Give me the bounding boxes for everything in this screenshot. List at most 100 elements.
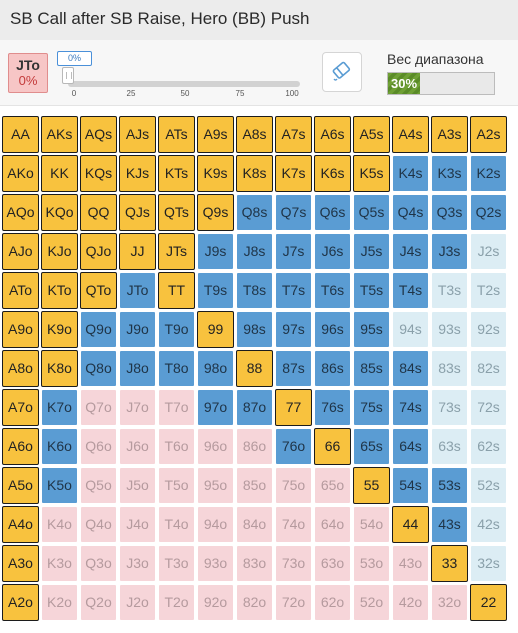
hand-cell-82o[interactable]: 82o bbox=[236, 584, 273, 621]
hand-cell-Q6o[interactable]: Q6o bbox=[80, 428, 117, 465]
hand-cell-T4s[interactable]: T4s bbox=[392, 272, 429, 309]
hand-cell-Q8o[interactable]: Q8o bbox=[80, 350, 117, 387]
hand-cell-95o[interactable]: 95o bbox=[197, 467, 234, 504]
hand-cell-42o[interactable]: 42o bbox=[392, 584, 429, 621]
hand-cell-63s[interactable]: 63s bbox=[431, 428, 468, 465]
hand-cell-64o[interactable]: 64o bbox=[314, 506, 351, 543]
hand-cell-42s[interactable]: 42s bbox=[470, 506, 507, 543]
hand-cell-87s[interactable]: 87s bbox=[275, 350, 312, 387]
frequency-slider-handle[interactable] bbox=[62, 67, 74, 84]
hand-cell-43s[interactable]: 43s bbox=[431, 506, 468, 543]
hand-cell-A8o[interactable]: A8o bbox=[2, 350, 39, 387]
hand-cell-J2o[interactable]: J2o bbox=[119, 584, 156, 621]
hand-cell-54s[interactable]: 54s bbox=[392, 467, 429, 504]
hand-cell-99[interactable]: 99 bbox=[197, 311, 234, 348]
hand-cell-Q3s[interactable]: Q3s bbox=[431, 194, 468, 231]
hand-cell-T4o[interactable]: T4o bbox=[158, 506, 195, 543]
hand-cell-Q5o[interactable]: Q5o bbox=[80, 467, 117, 504]
hand-cell-73o[interactable]: 73o bbox=[275, 545, 312, 582]
hand-cell-96o[interactable]: 96o bbox=[197, 428, 234, 465]
hand-cell-43o[interactable]: 43o bbox=[392, 545, 429, 582]
hand-cell-77[interactable]: 77 bbox=[275, 389, 312, 426]
hand-cell-44[interactable]: 44 bbox=[392, 506, 429, 543]
hand-cell-K7s[interactable]: K7s bbox=[275, 155, 312, 192]
hand-cell-97s[interactable]: 97s bbox=[275, 311, 312, 348]
hand-cell-AQo[interactable]: AQo bbox=[2, 194, 39, 231]
selected-hand-box[interactable]: JTo 0% bbox=[8, 53, 48, 93]
hand-cell-63o[interactable]: 63o bbox=[314, 545, 351, 582]
hand-cell-A2o[interactable]: A2o bbox=[2, 584, 39, 621]
hand-cell-Q4o[interactable]: Q4o bbox=[80, 506, 117, 543]
hand-cell-AKo[interactable]: AKo bbox=[2, 155, 39, 192]
hand-cell-54o[interactable]: 54o bbox=[353, 506, 390, 543]
hand-cell-72o[interactable]: 72o bbox=[275, 584, 312, 621]
hand-cell-A8s[interactable]: A8s bbox=[236, 116, 273, 153]
hand-cell-K9s[interactable]: K9s bbox=[197, 155, 234, 192]
hand-cell-84s[interactable]: 84s bbox=[392, 350, 429, 387]
hand-cell-JTs[interactable]: JTs bbox=[158, 233, 195, 270]
hand-cell-T8o[interactable]: T8o bbox=[158, 350, 195, 387]
hand-cell-86o[interactable]: 86o bbox=[236, 428, 273, 465]
hand-cell-52o[interactable]: 52o bbox=[353, 584, 390, 621]
hand-cell-65o[interactable]: 65o bbox=[314, 467, 351, 504]
hand-cell-AQs[interactable]: AQs bbox=[80, 116, 117, 153]
hand-cell-J8s[interactable]: J8s bbox=[236, 233, 273, 270]
hand-cell-J2s[interactable]: J2s bbox=[470, 233, 507, 270]
hand-cell-J5s[interactable]: J5s bbox=[353, 233, 390, 270]
hand-cell-Q7o[interactable]: Q7o bbox=[80, 389, 117, 426]
hand-cell-J7s[interactable]: J7s bbox=[275, 233, 312, 270]
hand-cell-33[interactable]: 33 bbox=[431, 545, 468, 582]
hand-cell-T5o[interactable]: T5o bbox=[158, 467, 195, 504]
hand-cell-K4s[interactable]: K4s bbox=[392, 155, 429, 192]
hand-cell-J5o[interactable]: J5o bbox=[119, 467, 156, 504]
hand-cell-83o[interactable]: 83o bbox=[236, 545, 273, 582]
hand-cell-64s[interactable]: 64s bbox=[392, 428, 429, 465]
hand-cell-KJo[interactable]: KJo bbox=[41, 233, 78, 270]
hand-cell-92s[interactable]: 92s bbox=[470, 311, 507, 348]
hand-cell-T7s[interactable]: T7s bbox=[275, 272, 312, 309]
hand-cell-T5s[interactable]: T5s bbox=[353, 272, 390, 309]
hand-cell-K6o[interactable]: K6o bbox=[41, 428, 78, 465]
hand-cell-93o[interactable]: 93o bbox=[197, 545, 234, 582]
hand-cell-AJo[interactable]: AJo bbox=[2, 233, 39, 270]
hand-cell-ATo[interactable]: ATo bbox=[2, 272, 39, 309]
eraser-button[interactable] bbox=[322, 52, 362, 92]
hand-cell-73s[interactable]: 73s bbox=[431, 389, 468, 426]
hand-cell-94s[interactable]: 94s bbox=[392, 311, 429, 348]
hand-cell-74s[interactable]: 74s bbox=[392, 389, 429, 426]
frequency-slider-track[interactable] bbox=[68, 81, 300, 87]
hand-cell-96s[interactable]: 96s bbox=[314, 311, 351, 348]
hand-cell-A5o[interactable]: A5o bbox=[2, 467, 39, 504]
hand-cell-32o[interactable]: 32o bbox=[431, 584, 468, 621]
hand-cell-KTo[interactable]: KTo bbox=[41, 272, 78, 309]
hand-cell-J9s[interactable]: J9s bbox=[197, 233, 234, 270]
hand-cell-A9o[interactable]: A9o bbox=[2, 311, 39, 348]
hand-cell-QTs[interactable]: QTs bbox=[158, 194, 195, 231]
hand-cell-A3s[interactable]: A3s bbox=[431, 116, 468, 153]
hand-cell-JTo[interactable]: JTo bbox=[119, 272, 156, 309]
hand-cell-KJs[interactable]: KJs bbox=[119, 155, 156, 192]
hand-cell-53s[interactable]: 53s bbox=[431, 467, 468, 504]
hand-cell-KK[interactable]: KK bbox=[41, 155, 78, 192]
hand-cell-94o[interactable]: 94o bbox=[197, 506, 234, 543]
hand-cell-QJs[interactable]: QJs bbox=[119, 194, 156, 231]
hand-cell-J8o[interactable]: J8o bbox=[119, 350, 156, 387]
hand-cell-88[interactable]: 88 bbox=[236, 350, 273, 387]
hand-cell-J6o[interactable]: J6o bbox=[119, 428, 156, 465]
hand-cell-K4o[interactable]: K4o bbox=[41, 506, 78, 543]
hand-cell-J4s[interactable]: J4s bbox=[392, 233, 429, 270]
hand-cell-T6s[interactable]: T6s bbox=[314, 272, 351, 309]
hand-cell-K8s[interactable]: K8s bbox=[236, 155, 273, 192]
hand-cell-A9s[interactable]: A9s bbox=[197, 116, 234, 153]
hand-cell-75o[interactable]: 75o bbox=[275, 467, 312, 504]
hand-cell-J6s[interactable]: J6s bbox=[314, 233, 351, 270]
hand-cell-TT[interactable]: TT bbox=[158, 272, 195, 309]
hand-cell-A6s[interactable]: A6s bbox=[314, 116, 351, 153]
hand-cell-Q6s[interactable]: Q6s bbox=[314, 194, 351, 231]
hand-cell-K9o[interactable]: K9o bbox=[41, 311, 78, 348]
hand-cell-QQ[interactable]: QQ bbox=[80, 194, 117, 231]
hand-cell-J9o[interactable]: J9o bbox=[119, 311, 156, 348]
hand-cell-Q7s[interactable]: Q7s bbox=[275, 194, 312, 231]
hand-cell-QJo[interactable]: QJo bbox=[80, 233, 117, 270]
hand-cell-K2o[interactable]: K2o bbox=[41, 584, 78, 621]
